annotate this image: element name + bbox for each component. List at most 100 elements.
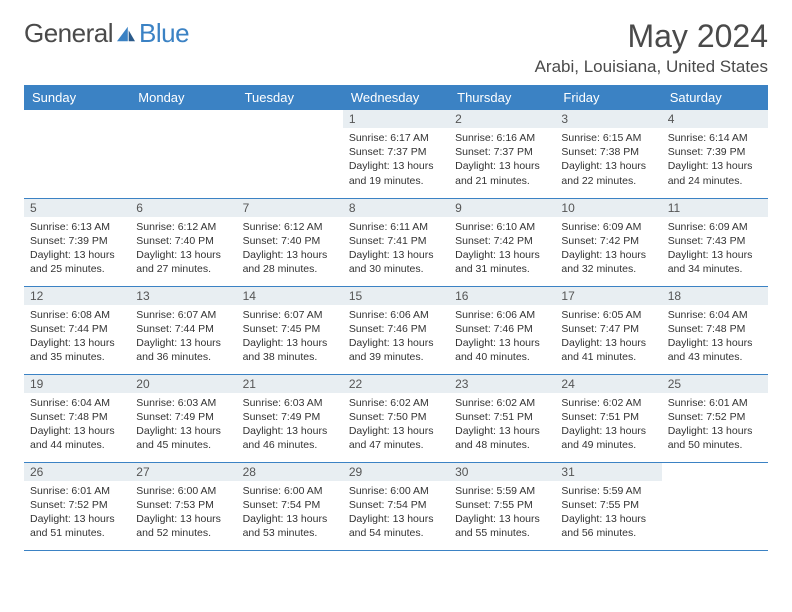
weekday-header: Sunday bbox=[24, 85, 130, 110]
day-number: 21 bbox=[237, 375, 343, 393]
day-number: 14 bbox=[237, 287, 343, 305]
brand-logo: General Blue bbox=[24, 18, 189, 49]
day-number: 24 bbox=[555, 375, 661, 393]
calendar-week-row: 5Sunrise: 6:13 AMSunset: 7:39 PMDaylight… bbox=[24, 198, 768, 286]
day-number: 2 bbox=[449, 110, 555, 128]
weekday-header-row: SundayMondayTuesdayWednesdayThursdayFrid… bbox=[24, 85, 768, 110]
day-details: Sunrise: 6:07 AMSunset: 7:45 PMDaylight:… bbox=[237, 305, 343, 369]
weekday-header: Tuesday bbox=[237, 85, 343, 110]
day-number: 4 bbox=[662, 110, 768, 128]
day-details: Sunrise: 6:00 AMSunset: 7:53 PMDaylight:… bbox=[130, 481, 236, 545]
calendar-cell bbox=[24, 110, 130, 198]
day-number: 26 bbox=[24, 463, 130, 481]
day-details: Sunrise: 6:17 AMSunset: 7:37 PMDaylight:… bbox=[343, 128, 449, 192]
day-details: Sunrise: 6:04 AMSunset: 7:48 PMDaylight:… bbox=[24, 393, 130, 457]
day-details: Sunrise: 6:02 AMSunset: 7:50 PMDaylight:… bbox=[343, 393, 449, 457]
day-number: 9 bbox=[449, 199, 555, 217]
weekday-header: Wednesday bbox=[343, 85, 449, 110]
day-details: Sunrise: 6:01 AMSunset: 7:52 PMDaylight:… bbox=[24, 481, 130, 545]
month-title: May 2024 bbox=[535, 18, 768, 55]
day-details: Sunrise: 6:07 AMSunset: 7:44 PMDaylight:… bbox=[130, 305, 236, 369]
day-details: Sunrise: 5:59 AMSunset: 7:55 PMDaylight:… bbox=[555, 481, 661, 545]
calendar-cell: 29Sunrise: 6:00 AMSunset: 7:54 PMDayligh… bbox=[343, 462, 449, 550]
calendar-cell: 24Sunrise: 6:02 AMSunset: 7:51 PMDayligh… bbox=[555, 374, 661, 462]
calendar-cell: 9Sunrise: 6:10 AMSunset: 7:42 PMDaylight… bbox=[449, 198, 555, 286]
calendar-cell: 30Sunrise: 5:59 AMSunset: 7:55 PMDayligh… bbox=[449, 462, 555, 550]
day-number: 22 bbox=[343, 375, 449, 393]
calendar-cell: 17Sunrise: 6:05 AMSunset: 7:47 PMDayligh… bbox=[555, 286, 661, 374]
day-details: Sunrise: 6:12 AMSunset: 7:40 PMDaylight:… bbox=[237, 217, 343, 281]
location: Arabi, Louisiana, United States bbox=[535, 57, 768, 77]
calendar-table: SundayMondayTuesdayWednesdayThursdayFrid… bbox=[24, 85, 768, 551]
day-number: 12 bbox=[24, 287, 130, 305]
day-details: Sunrise: 6:05 AMSunset: 7:47 PMDaylight:… bbox=[555, 305, 661, 369]
day-details: Sunrise: 6:11 AMSunset: 7:41 PMDaylight:… bbox=[343, 217, 449, 281]
day-number: 11 bbox=[662, 199, 768, 217]
calendar-cell: 18Sunrise: 6:04 AMSunset: 7:48 PMDayligh… bbox=[662, 286, 768, 374]
day-number: 6 bbox=[130, 199, 236, 217]
day-details: Sunrise: 6:08 AMSunset: 7:44 PMDaylight:… bbox=[24, 305, 130, 369]
day-details: Sunrise: 6:06 AMSunset: 7:46 PMDaylight:… bbox=[343, 305, 449, 369]
day-details: Sunrise: 6:16 AMSunset: 7:37 PMDaylight:… bbox=[449, 128, 555, 192]
calendar-cell: 3Sunrise: 6:15 AMSunset: 7:38 PMDaylight… bbox=[555, 110, 661, 198]
calendar-cell: 8Sunrise: 6:11 AMSunset: 7:41 PMDaylight… bbox=[343, 198, 449, 286]
calendar-cell: 14Sunrise: 6:07 AMSunset: 7:45 PMDayligh… bbox=[237, 286, 343, 374]
day-number: 28 bbox=[237, 463, 343, 481]
day-details: Sunrise: 6:04 AMSunset: 7:48 PMDaylight:… bbox=[662, 305, 768, 369]
weekday-header: Monday bbox=[130, 85, 236, 110]
day-number: 20 bbox=[130, 375, 236, 393]
calendar-cell bbox=[130, 110, 236, 198]
day-details: Sunrise: 6:13 AMSunset: 7:39 PMDaylight:… bbox=[24, 217, 130, 281]
day-number: 25 bbox=[662, 375, 768, 393]
day-details: Sunrise: 6:00 AMSunset: 7:54 PMDaylight:… bbox=[237, 481, 343, 545]
day-details: Sunrise: 6:02 AMSunset: 7:51 PMDaylight:… bbox=[449, 393, 555, 457]
calendar-cell bbox=[237, 110, 343, 198]
day-details: Sunrise: 6:12 AMSunset: 7:40 PMDaylight:… bbox=[130, 217, 236, 281]
day-details: Sunrise: 6:09 AMSunset: 7:42 PMDaylight:… bbox=[555, 217, 661, 281]
day-details: Sunrise: 6:03 AMSunset: 7:49 PMDaylight:… bbox=[130, 393, 236, 457]
day-number: 17 bbox=[555, 287, 661, 305]
day-number: 13 bbox=[130, 287, 236, 305]
day-number: 10 bbox=[555, 199, 661, 217]
day-details: Sunrise: 6:00 AMSunset: 7:54 PMDaylight:… bbox=[343, 481, 449, 545]
calendar-cell: 26Sunrise: 6:01 AMSunset: 7:52 PMDayligh… bbox=[24, 462, 130, 550]
day-number: 8 bbox=[343, 199, 449, 217]
day-number: 5 bbox=[24, 199, 130, 217]
calendar-cell: 20Sunrise: 6:03 AMSunset: 7:49 PMDayligh… bbox=[130, 374, 236, 462]
calendar-cell: 21Sunrise: 6:03 AMSunset: 7:49 PMDayligh… bbox=[237, 374, 343, 462]
calendar-cell: 11Sunrise: 6:09 AMSunset: 7:43 PMDayligh… bbox=[662, 198, 768, 286]
calendar-cell: 25Sunrise: 6:01 AMSunset: 7:52 PMDayligh… bbox=[662, 374, 768, 462]
calendar-cell: 10Sunrise: 6:09 AMSunset: 7:42 PMDayligh… bbox=[555, 198, 661, 286]
calendar-cell: 22Sunrise: 6:02 AMSunset: 7:50 PMDayligh… bbox=[343, 374, 449, 462]
calendar-cell bbox=[662, 462, 768, 550]
calendar-cell: 23Sunrise: 6:02 AMSunset: 7:51 PMDayligh… bbox=[449, 374, 555, 462]
calendar-cell: 31Sunrise: 5:59 AMSunset: 7:55 PMDayligh… bbox=[555, 462, 661, 550]
header: General Blue May 2024 Arabi, Louisiana, … bbox=[24, 18, 768, 77]
brand-part2: Blue bbox=[139, 18, 189, 49]
day-number: 3 bbox=[555, 110, 661, 128]
day-number: 30 bbox=[449, 463, 555, 481]
day-details: Sunrise: 6:15 AMSunset: 7:38 PMDaylight:… bbox=[555, 128, 661, 192]
calendar-body: 1Sunrise: 6:17 AMSunset: 7:37 PMDaylight… bbox=[24, 110, 768, 550]
day-details: Sunrise: 5:59 AMSunset: 7:55 PMDaylight:… bbox=[449, 481, 555, 545]
day-details: Sunrise: 6:06 AMSunset: 7:46 PMDaylight:… bbox=[449, 305, 555, 369]
day-number: 31 bbox=[555, 463, 661, 481]
day-number: 27 bbox=[130, 463, 236, 481]
calendar-week-row: 1Sunrise: 6:17 AMSunset: 7:37 PMDaylight… bbox=[24, 110, 768, 198]
day-number: 29 bbox=[343, 463, 449, 481]
day-details: Sunrise: 6:03 AMSunset: 7:49 PMDaylight:… bbox=[237, 393, 343, 457]
day-details: Sunrise: 6:02 AMSunset: 7:51 PMDaylight:… bbox=[555, 393, 661, 457]
calendar-cell: 4Sunrise: 6:14 AMSunset: 7:39 PMDaylight… bbox=[662, 110, 768, 198]
weekday-header: Saturday bbox=[662, 85, 768, 110]
calendar-cell: 7Sunrise: 6:12 AMSunset: 7:40 PMDaylight… bbox=[237, 198, 343, 286]
calendar-cell: 1Sunrise: 6:17 AMSunset: 7:37 PMDaylight… bbox=[343, 110, 449, 198]
weekday-header: Thursday bbox=[449, 85, 555, 110]
calendar-cell: 6Sunrise: 6:12 AMSunset: 7:40 PMDaylight… bbox=[130, 198, 236, 286]
day-number: 1 bbox=[343, 110, 449, 128]
calendar-cell: 19Sunrise: 6:04 AMSunset: 7:48 PMDayligh… bbox=[24, 374, 130, 462]
day-details: Sunrise: 6:10 AMSunset: 7:42 PMDaylight:… bbox=[449, 217, 555, 281]
day-number: 7 bbox=[237, 199, 343, 217]
calendar-week-row: 26Sunrise: 6:01 AMSunset: 7:52 PMDayligh… bbox=[24, 462, 768, 550]
calendar-head: SundayMondayTuesdayWednesdayThursdayFrid… bbox=[24, 85, 768, 110]
calendar-cell: 15Sunrise: 6:06 AMSunset: 7:46 PMDayligh… bbox=[343, 286, 449, 374]
